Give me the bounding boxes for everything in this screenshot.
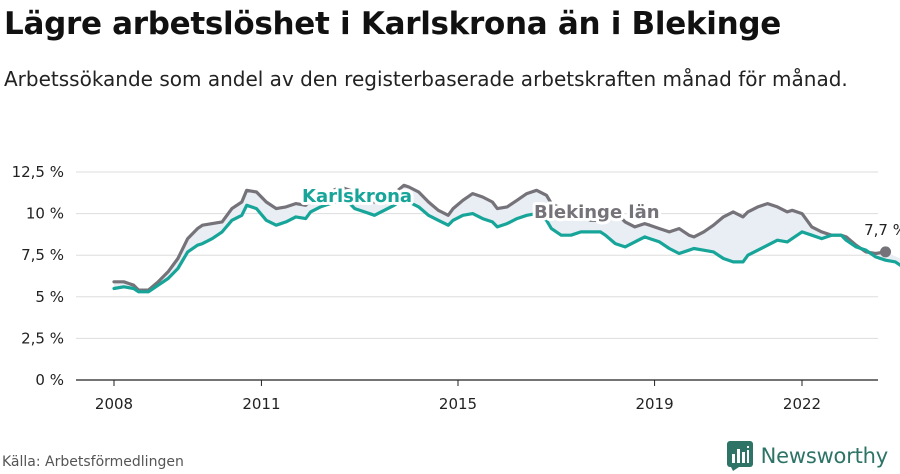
x-tick-label: 2019: [635, 395, 673, 413]
brand-logo: Newsworthy: [726, 441, 889, 471]
y-tick-label: 2,5 %: [21, 329, 64, 347]
blekinge-end-label: 7,7 %: [864, 221, 900, 239]
series-lines: [112, 183, 900, 294]
x-tick-label: 2022: [783, 395, 821, 413]
line-chart: 0 %2,5 %5 %7,5 %10 %12,5 % 2008 2011 2015 2…: [12, 163, 900, 413]
x-tick-label: 2011: [242, 395, 280, 413]
difference-band: [114, 185, 900, 292]
brand-name: Newsworthy: [760, 444, 889, 468]
newsworthy-logo-icon: [726, 441, 753, 471]
x-tick-label: 2015: [439, 395, 477, 413]
x-tick-label: 2008: [95, 395, 133, 413]
karlskrona-line: [112, 197, 900, 294]
karlskrona-series-label: Karlskrona: [302, 186, 412, 207]
y-tick-label: 12,5 %: [12, 163, 64, 181]
blekinge-end-marker: [880, 246, 892, 258]
blekinge-series-label: Blekinge län: [534, 202, 660, 223]
y-tick-label: 7,5 %: [21, 246, 64, 264]
y-tick-label: 5 %: [35, 288, 64, 306]
chart-title: Lägre arbetslöshet i Karlskrona än i Ble…: [4, 6, 781, 42]
y-axis: 0 % 2,5 % 5 % 7,5 % 10 % 12,5 %: [12, 163, 64, 389]
y-tick-label: 0 %: [35, 371, 64, 389]
chart-subtitle: Arbetssökande som andel av den registerb…: [4, 67, 848, 91]
source-note: Källa: Arbetsförmedlingen: [2, 454, 184, 470]
x-axis: 2008 2011 2015 2019 2022: [95, 380, 821, 413]
blekinge-line: [112, 183, 888, 292]
difference-band-area: [114, 185, 900, 292]
y-tick-label: 10 %: [26, 205, 64, 223]
